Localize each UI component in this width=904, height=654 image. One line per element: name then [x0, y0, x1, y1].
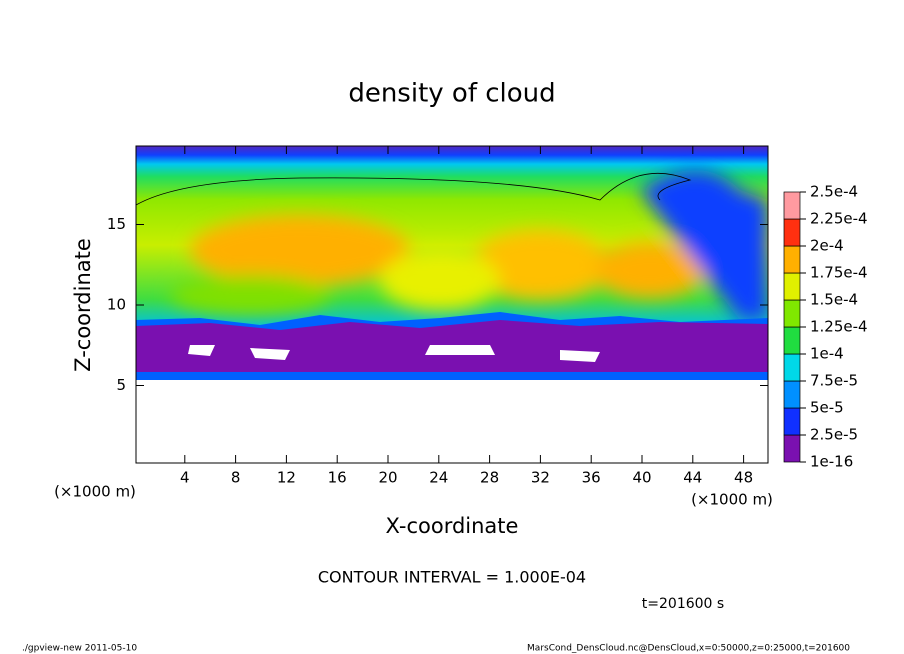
colorbar-box [783, 380, 801, 409]
colorbar-label: 5e-5 [810, 399, 844, 417]
colorbar-box [783, 353, 801, 382]
colorbar-label: 1e-4 [810, 345, 844, 363]
x-tick-label: 4 [180, 469, 190, 487]
footer-right: MarsCond_DensCloud.nc@DensCloud,x=0:5000… [527, 644, 850, 654]
contour-field [136, 146, 768, 380]
colorbar-label: 2.5e-5 [810, 426, 858, 444]
colorbar-label: 2e-4 [810, 237, 844, 255]
y-tick-label: 15 [107, 215, 126, 233]
y-tick-label: 10 [107, 296, 126, 314]
colorbar-box [783, 218, 801, 247]
chart-title: density of cloud [348, 79, 555, 109]
x-tick-label: 32 [531, 469, 550, 487]
footer-left: ./gpview-new 2011-05-10 [22, 644, 137, 654]
x-tick-label: 40 [632, 469, 651, 487]
colorbar-box [783, 299, 801, 328]
colorbar-label: 2.5e-4 [810, 183, 858, 201]
x-tick-label: 16 [328, 469, 347, 487]
contour-interval: CONTOUR INTERVAL = 1.000E-04 [318, 568, 586, 587]
x-tick-label: 48 [734, 469, 753, 487]
time-label: t=201600 s [642, 596, 724, 612]
y-unit: (×1000 m) [54, 483, 136, 501]
x-tick-label: 8 [231, 469, 241, 487]
colorbar-label: 7.5e-5 [810, 372, 858, 390]
colorbar-box [783, 407, 801, 436]
x-axis-label: X-coordinate [386, 514, 519, 538]
colorbar-label: 1.25e-4 [810, 318, 868, 336]
x-tick-label: 12 [277, 469, 296, 487]
colorbar-box [783, 326, 801, 355]
colorbar-label: 1.5e-4 [810, 291, 858, 309]
colorbar-label: 1.75e-4 [810, 264, 868, 282]
colorbar-label: 1e-16 [810, 453, 853, 471]
colorbar-label: 2.25e-4 [810, 210, 868, 228]
y-tick-label: 5 [116, 376, 126, 394]
x-tick-label: 44 [683, 469, 702, 487]
colorbar-box [783, 272, 801, 301]
colorbar-box [783, 245, 801, 274]
colorbar-box [783, 434, 801, 463]
x-tick-label: 36 [582, 469, 601, 487]
x-tick-label: 28 [480, 469, 499, 487]
x-unit: (×1000 m) [691, 491, 773, 509]
x-tick-label: 24 [429, 469, 448, 487]
x-tick-label: 20 [378, 469, 397, 487]
colorbar-box [783, 191, 801, 220]
y-axis-label: Z-coordinate [71, 238, 95, 372]
